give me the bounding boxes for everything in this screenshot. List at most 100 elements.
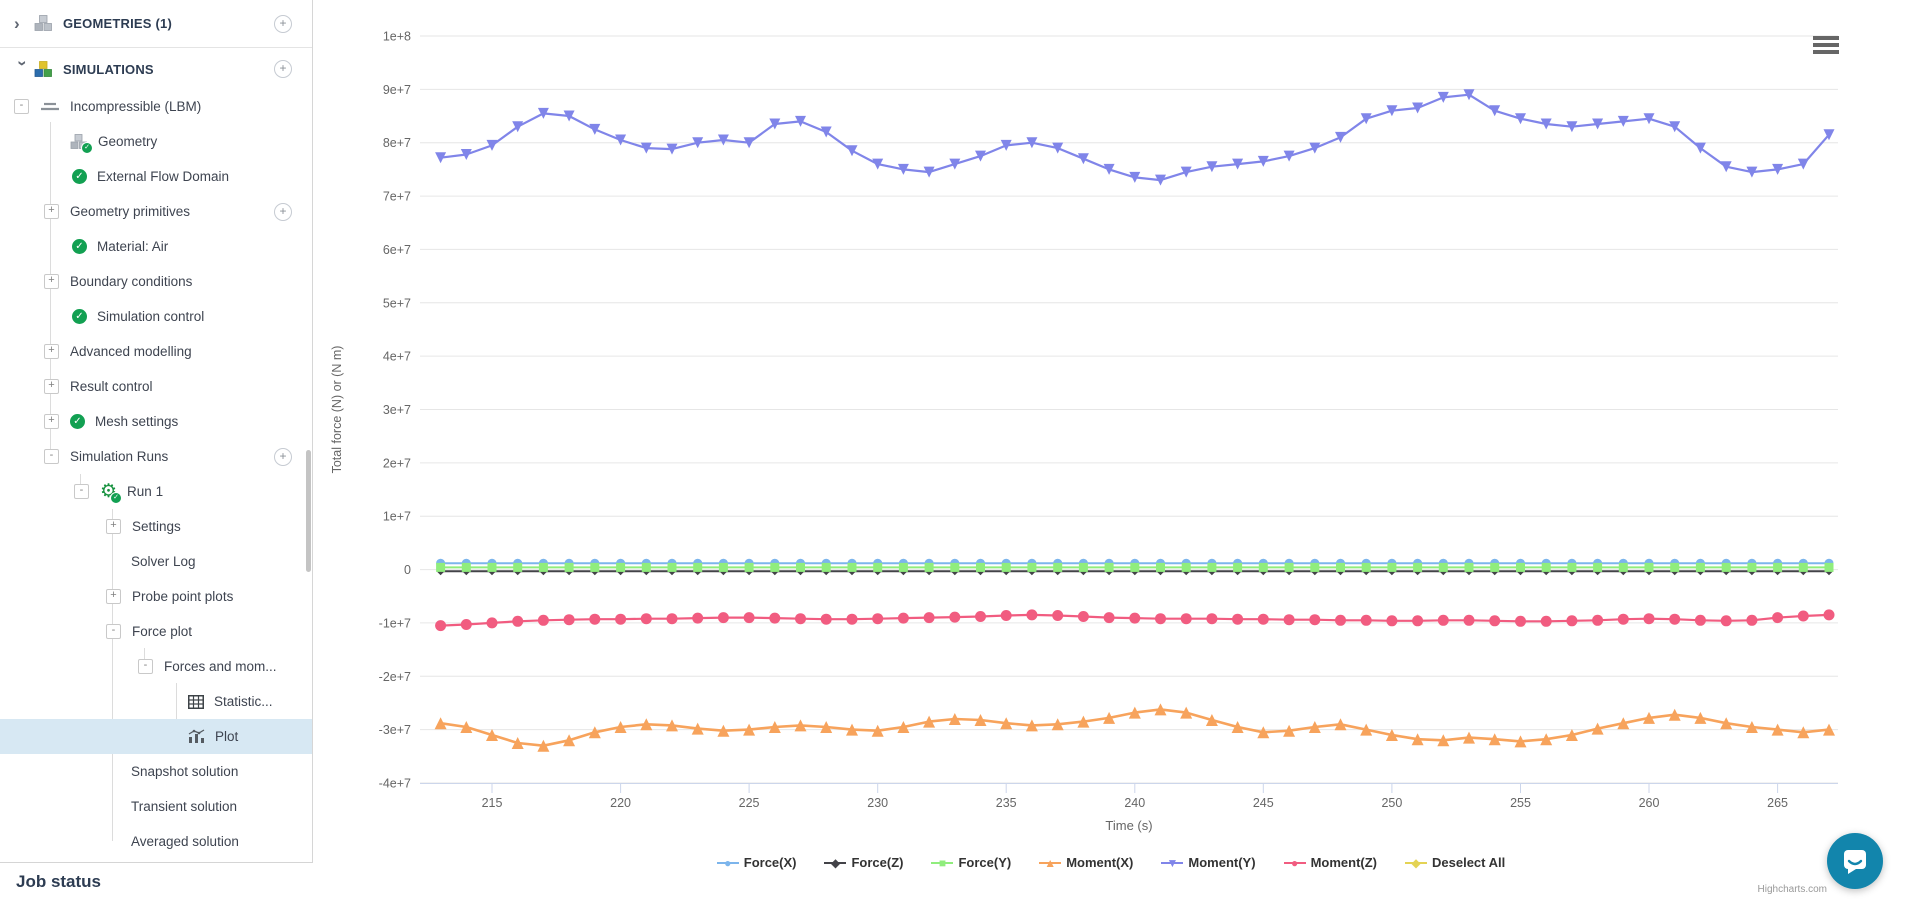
item-label: Plot [215,729,239,744]
geometries-label: GEOMETRIES (1) [63,16,172,31]
svg-text:-2e+7: -2e+7 [379,670,411,684]
sidebar-item-simulation-runs[interactable]: - Simulation Runs + [0,439,312,474]
sidebar-item-incompressible-lbm[interactable]: - Incompressible (LBM) [0,89,312,124]
legend-item-force-z[interactable]: ◆ Force(Z) [824,855,903,870]
svg-text:230: 230 [867,796,888,810]
simulations-cubes-icon [34,60,53,78]
sidebar-item-geometry-primitives[interactable]: + Geometry primitives + [0,194,312,229]
item-label: Transient solution [131,799,238,814]
sidebar-item-force-plot[interactable]: - Force plot [0,614,312,649]
expand-expander[interactable]: + [44,204,59,219]
series-marker-icon: ◆ [824,856,847,870]
expand-expander[interactable]: + [44,344,59,359]
collapse-expander[interactable]: - [44,449,59,464]
sidebar-section-geometries[interactable]: › GEOMETRIES (1) + [0,0,312,48]
sidebar-item-external-flow-domain[interactable]: ✓ External Flow Domain [0,159,312,194]
chevron-right-icon[interactable]: › [14,14,20,33]
collapse-expander[interactable]: - [74,484,89,499]
svg-text:265: 265 [1767,796,1788,810]
item-label: Force plot [132,624,193,639]
add-geometry-button[interactable]: + [274,14,292,33]
svg-text:225: 225 [739,796,760,810]
check-badge-icon: ✓ [81,141,93,154]
sidebar-item-material-air[interactable]: ✓ Material: Air [0,229,312,264]
svg-text:1e+7: 1e+7 [383,510,411,524]
job-status-panel[interactable]: Job status [0,862,313,900]
legend-item-deselect-all[interactable]: ◆ Deselect All [1405,855,1505,870]
item-label: Mesh settings [95,414,179,429]
item-label: Settings [132,519,181,534]
highcharts-credit[interactable]: Highcharts.com [1757,884,1827,895]
sidebar-item-boundary-conditions[interactable]: + Boundary conditions [0,264,312,299]
expand-expander[interactable]: + [44,274,59,289]
expand-expander[interactable]: + [44,379,59,394]
series-marker-icon: ● [716,856,739,870]
sidebar-item-averaged-solution[interactable]: Averaged solution [0,824,312,859]
expand-expander[interactable]: + [106,519,121,534]
series-marker-icon: ● [1283,856,1306,870]
svg-text:7e+7: 7e+7 [383,190,411,204]
sidebar-item-probe-point-plots[interactable]: + Probe point plots [0,579,312,614]
sidebar-item-settings[interactable]: + Settings [0,509,312,544]
chart-legend: ● Force(X) ◆ Force(Z) ■ Force(Y) ▲ Momen… [313,855,1909,870]
add-simulation-button[interactable]: + [274,60,292,78]
sidebar-section-simulations[interactable]: › SIMULATIONS + [0,48,312,90]
sidebar-item-snapshot-solution[interactable]: Snapshot solution [0,754,312,789]
check-badge-icon: ✓ [110,492,123,504]
legend-item-force-y[interactable]: ■ Force(Y) [931,855,1011,870]
svg-text:235: 235 [996,796,1017,810]
item-label: Simulation Runs [70,449,169,464]
simulation-tree: - Incompressible (LBM) ✓ Geometry ✓ Exte… [0,89,312,859]
svg-text:-3e+7: -3e+7 [379,723,411,737]
series-marker-icon: ▼ [1161,856,1184,870]
item-label: Averaged solution [131,834,239,849]
check-circle-icon: ✓ [72,169,87,184]
svg-text:9e+7: 9e+7 [383,83,411,97]
sidebar-item-run-1[interactable]: - ⚙ ✓ Run 1 [0,474,312,509]
check-circle-icon: ✓ [72,239,87,254]
sidebar-item-simulation-control[interactable]: ✓ Simulation control [0,299,312,334]
item-label: Solver Log [131,554,196,569]
sidebar-item-solver-log[interactable]: Solver Log [0,544,312,579]
svg-text:-1e+7: -1e+7 [379,616,411,630]
chevron-down-icon[interactable]: › [13,60,33,66]
sidebar-item-advanced-modelling[interactable]: + Advanced modelling [0,334,312,369]
collapse-expander[interactable]: - [106,624,121,639]
add-geometry-primitive-button[interactable]: + [274,202,292,221]
sidebar-scrollbar-thumb[interactable] [306,450,311,572]
legend-item-moment-y[interactable]: ▼ Moment(Y) [1161,855,1256,870]
y-grid-lines [420,35,1838,784]
item-label: Boundary conditions [70,274,193,289]
item-label: Simulation control [97,309,205,324]
force-plot-panel: 1e+8 9e+7 8e+7 7e+7 6e+7 5e+7 4e+7 3e+7 2e+7 1e+7… [313,0,1909,900]
item-label: Forces and mom... [164,659,277,674]
collapse-expander[interactable]: - [138,659,153,674]
sidebar-item-transient-solution[interactable]: Transient solution [0,789,312,824]
sidebar-item-plot[interactable]: Plot [0,719,312,754]
legend-item-moment-x[interactable]: ▲ Moment(X) [1039,855,1133,870]
collapse-expander[interactable]: - [14,99,29,114]
legend-item-force-x[interactable]: ● Force(X) [716,855,796,870]
add-simulation-run-button[interactable]: + [274,447,292,466]
expand-expander[interactable]: + [106,589,121,604]
item-label: Probe point plots [132,589,234,604]
legend-item-moment-z[interactable]: ● Moment(Z) [1283,855,1377,870]
y-axis-labels: 1e+8 9e+7 8e+7 7e+7 6e+7 5e+7 4e+7 3e+7 2e+7 1e+7… [379,30,411,791]
sidebar-item-geometry[interactable]: ✓ Geometry [0,124,312,159]
sidebar-item-forces-and-moments[interactable]: - Forces and mom... [0,649,312,684]
chat-support-button[interactable] [1827,833,1883,889]
sidebar-item-mesh-settings[interactable]: + ✓ Mesh settings [0,404,312,439]
chart-context-menu-button[interactable] [1813,36,1839,57]
item-label: Geometry primitives [70,204,191,219]
expand-expander[interactable]: + [44,414,59,429]
sidebar-item-result-control[interactable]: + Result control [0,369,312,404]
sidebar-item-statistics[interactable]: Statistic... [0,684,312,719]
svg-text:-4e+7: -4e+7 [379,777,411,791]
plot-chart-icon [188,729,205,744]
check-circle-icon: ✓ [72,309,87,324]
check-circle-icon: ✓ [70,414,85,429]
svg-text:2e+7: 2e+7 [383,456,411,470]
svg-text:6e+7: 6e+7 [383,243,411,257]
series-Moment(X) [434,703,1835,752]
svg-text:255: 255 [1510,796,1531,810]
